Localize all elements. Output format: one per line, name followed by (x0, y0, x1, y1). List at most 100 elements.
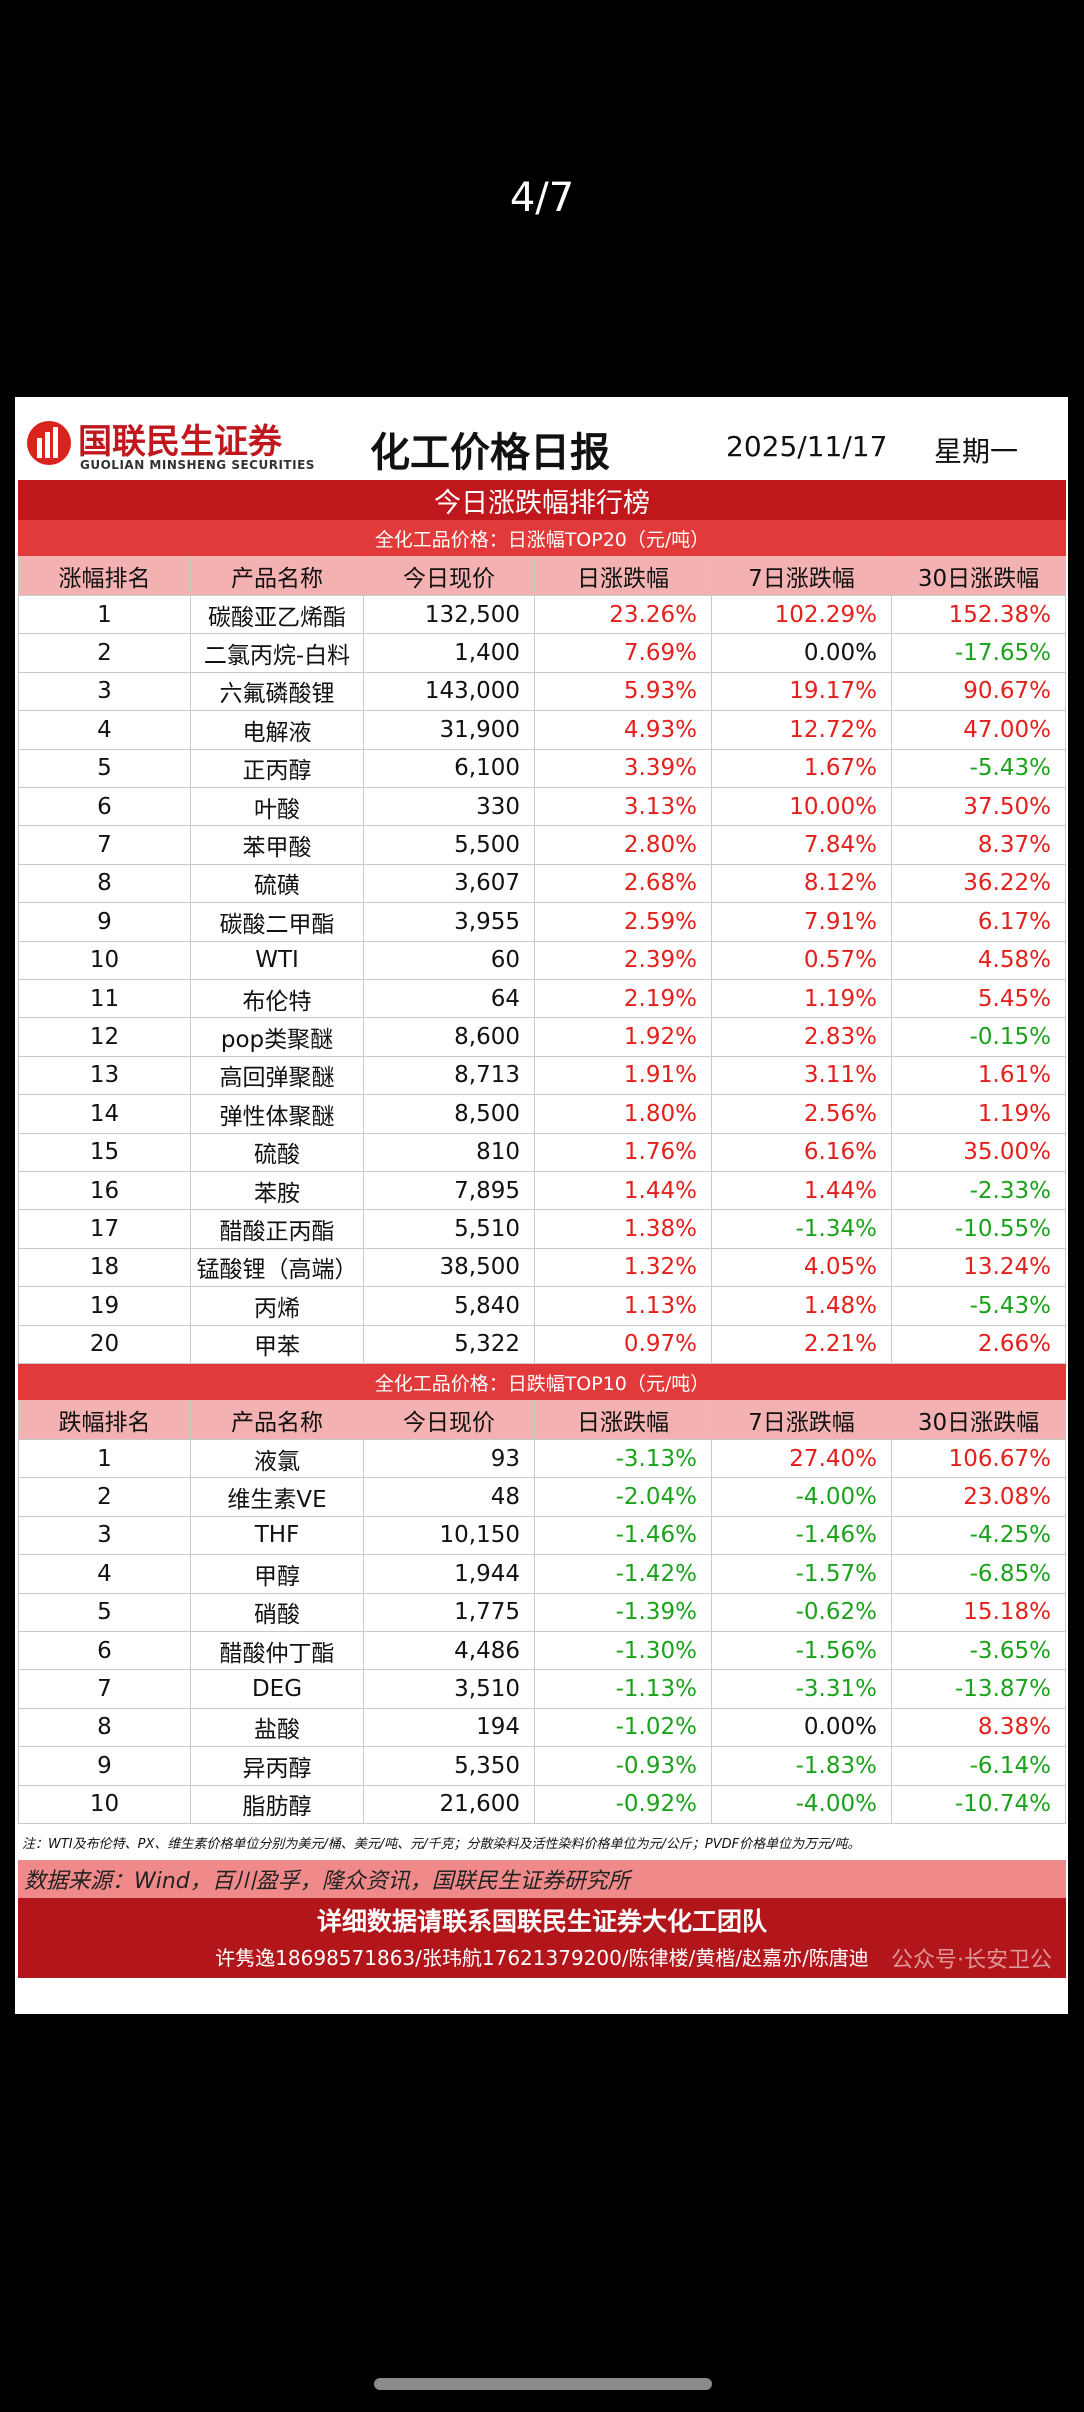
table-cell: 15 (18, 1133, 191, 1172)
table-cell: -0.93% (535, 1747, 712, 1786)
table-cell: 90.67% (892, 672, 1066, 712)
column-header: 7日涨跌幅 (712, 556, 892, 596)
table-cell: DEG (191, 1670, 364, 1709)
table-cell: -3.65% (892, 1632, 1066, 1671)
column-header: 日涨跌幅 (535, 556, 712, 596)
table-cell: 5,510 (364, 1210, 535, 1249)
table-cell: 3.11% (712, 1056, 892, 1096)
table-cell: -0.92% (535, 1785, 712, 1824)
table-cell: 2.80% (535, 826, 712, 865)
table-cell: 0.57% (712, 941, 892, 980)
table-cell: 48 (364, 1478, 535, 1517)
table-cell: 7 (18, 826, 191, 865)
table-cell: -1.42% (535, 1555, 712, 1594)
table-cell: 0.00% (712, 1708, 892, 1748)
table-cell: 4 (18, 1555, 191, 1594)
table-cell: 8 (18, 864, 191, 904)
table-cell: -10.74% (892, 1785, 1066, 1824)
report-title: 化工价格日报 (370, 429, 610, 476)
table-cell: 2.56% (712, 1095, 892, 1134)
table-cell: 0.00% (712, 634, 892, 673)
table-cell: -0.62% (712, 1593, 892, 1632)
weekday: 星期一 (934, 435, 1019, 468)
table-cell: 六氟磷酸锂 (191, 672, 364, 712)
home-indicator (374, 2378, 712, 2390)
table-cell: 23.08% (892, 1478, 1066, 1517)
table-cell: 1.67% (712, 749, 892, 788)
table-cell: 1.19% (892, 1095, 1066, 1134)
table-cell: -13.87% (892, 1670, 1066, 1709)
table-cell: 2.66% (892, 1325, 1066, 1364)
table-cell: 330 (364, 788, 535, 827)
table-cell: pop类聚醚 (191, 1018, 364, 1057)
table-cell: 2.21% (712, 1325, 892, 1364)
table-cell: -1.39% (535, 1593, 712, 1632)
table-cell: 碳酸二甲酯 (191, 903, 364, 942)
table-row: 11 布伦特 64 2.19% 1.19% 5.45% (18, 980, 1066, 1019)
column-header: 日涨跌幅 (535, 1400, 712, 1440)
table-cell: 10 (18, 941, 191, 980)
table-cell: -1.83% (712, 1747, 892, 1786)
table-cell: 3.13% (535, 788, 712, 827)
table-cell: 7.91% (712, 903, 892, 942)
table-row: 1 碳酸亚乙烯酯 132,500 23.26% 102.29% 152.38% (18, 596, 1066, 635)
table-cell: 2.59% (535, 903, 712, 942)
table-cell: 8,713 (364, 1056, 535, 1096)
table-cell: 正丙醇 (191, 749, 364, 788)
source: 数据来源：Wind，百川盈孚，隆众资讯，国联民生证券研究所 (18, 1860, 1066, 1898)
table-cell: 1.92% (535, 1018, 712, 1057)
table-cell: 21,600 (364, 1785, 535, 1824)
report-date: 2025/11/17 (726, 430, 888, 463)
table-cell: 3.39% (535, 749, 712, 788)
table-cell: 5 (18, 1593, 191, 1632)
table-cell: 锰酸锂（高端） (191, 1248, 364, 1288)
table-cell: 6 (18, 1632, 191, 1671)
table-cell: 碳酸亚乙烯酯 (191, 596, 364, 635)
table-cell: 高回弹聚醚 (191, 1056, 364, 1096)
table-cell: -4.00% (712, 1785, 892, 1824)
table-cell: 弹性体聚醚 (191, 1095, 364, 1134)
table-cell: 152.38% (892, 596, 1066, 635)
table-cell: 13 (18, 1056, 191, 1096)
table-cell: 7.69% (535, 634, 712, 673)
table-row: 9 异丙醇 5,350 -0.93% -1.83% -6.14% (18, 1747, 1066, 1786)
table-cell: 4.05% (712, 1248, 892, 1288)
table-cell: 17 (18, 1210, 191, 1249)
section-subtitle: 全化工品价格：日涨幅TOP20（元/吨） (18, 520, 1066, 556)
table-cell: 3 (18, 672, 191, 712)
table-cell: 9 (18, 903, 191, 942)
table-row: 10 WTI 60 2.39% 0.57% 4.58% (18, 941, 1066, 980)
table-cell: 3 (18, 1516, 191, 1556)
table-cell: 10.00% (712, 788, 892, 827)
table-cell: 14 (18, 1095, 191, 1134)
table-cell: 4.93% (535, 711, 712, 750)
table-row: 16 苯胺 7,895 1.44% 1.44% -2.33% (18, 1172, 1066, 1211)
note: 注：WTI及布伦特、PX、维生素价格单位分别为美元/桶、美元/吨、元/千克；分散… (22, 1836, 861, 1852)
table-cell: 60 (364, 941, 535, 980)
table-row: 8 盐酸 194 -1.02% 0.00% 8.38% (18, 1708, 1066, 1748)
table-row: 7 DEG 3,510 -1.13% -3.31% -13.87% (18, 1670, 1066, 1709)
table-cell: -3.31% (712, 1670, 892, 1709)
table-cell: 47.00% (892, 711, 1066, 750)
table-cell: 1.13% (535, 1287, 712, 1326)
banner: 今日涨跌幅排行榜 (18, 480, 1066, 520)
table-cell: 4.58% (892, 941, 1066, 980)
table-cell: -4.00% (712, 1478, 892, 1517)
table-cell: -1.30% (535, 1632, 712, 1671)
table-row: 18 锰酸锂（高端） 38,500 1.32% 4.05% 13.24% (18, 1248, 1066, 1288)
table-row: 9 碳酸二甲酯 3,955 2.59% 7.91% 6.17% (18, 903, 1066, 942)
table-cell: 脂肪醇 (191, 1785, 364, 1824)
watermark: 公众号·长安卫公 (891, 1948, 1052, 1973)
table-cell: -10.55% (892, 1210, 1066, 1249)
table-cell: 2 (18, 1478, 191, 1517)
section-subtitle: 全化工品价格：日跌幅TOP10（元/吨） (18, 1364, 1066, 1400)
table-cell: 132,500 (364, 596, 535, 635)
table-cell: 15.18% (892, 1593, 1066, 1632)
table-row: 12 pop类聚醚 8,600 1.92% 2.83% -0.15% (18, 1018, 1066, 1057)
table-cell: 5,350 (364, 1747, 535, 1786)
table-cell: 16 (18, 1172, 191, 1211)
table-row: 4 甲醇 1,944 -1.42% -1.57% -6.85% (18, 1555, 1066, 1594)
table-cell: -1.57% (712, 1555, 892, 1594)
table-cell: -5.43% (892, 1287, 1066, 1326)
